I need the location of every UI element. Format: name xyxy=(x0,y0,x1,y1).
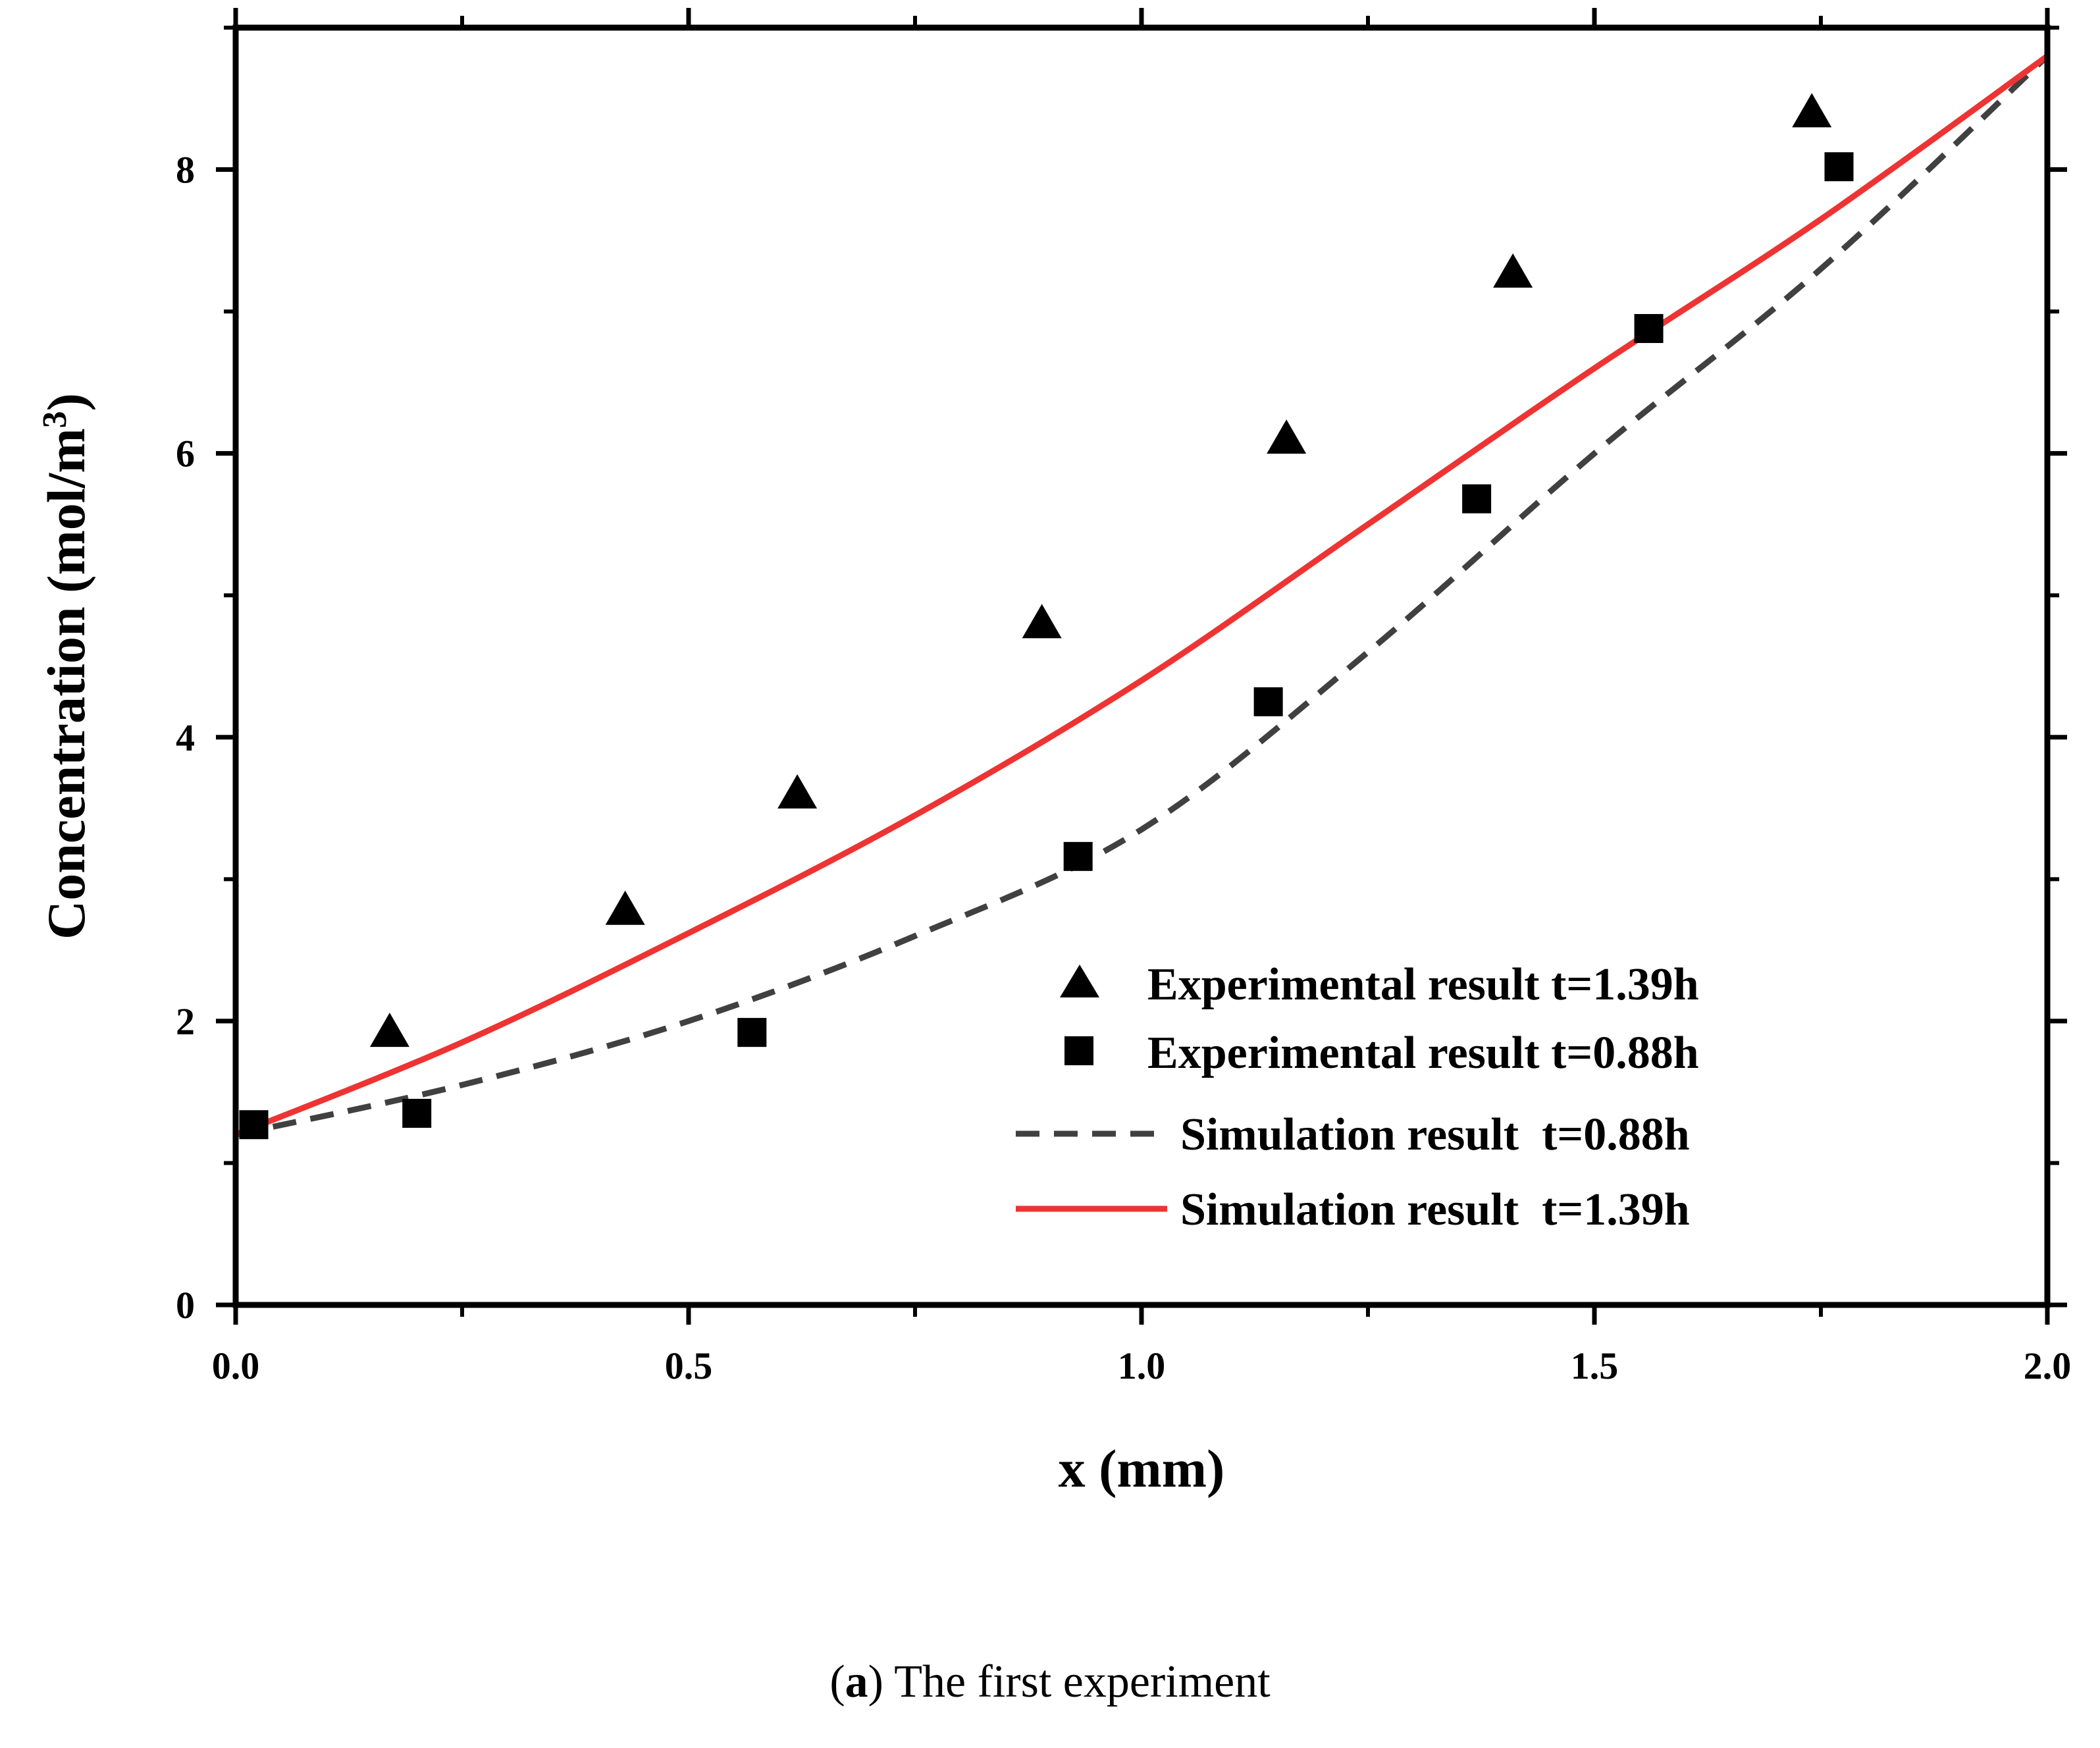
x-tick-label-2: 1.0 xyxy=(1118,1344,1166,1387)
square-marker-1 xyxy=(402,1099,431,1128)
y-tick-label-3: 6 xyxy=(176,433,195,475)
x-tick-label-4: 2.0 xyxy=(2024,1344,2072,1387)
legend-item-exp-088: Experimental result t=0.88h xyxy=(1064,1028,1699,1078)
legend-label-exp-139: Experimental result t=1.39h xyxy=(1147,959,1699,1010)
square-marker-2 xyxy=(737,1018,766,1047)
legend-item-sim-139: Simulation result t=1.39h xyxy=(1016,1184,1690,1235)
legend-item-sim-088: Simulation result t=0.88h xyxy=(1016,1109,1690,1160)
triangle-marker-5 xyxy=(1493,253,1533,288)
triangle-marker-6 xyxy=(1792,93,1831,127)
series-line-3 xyxy=(236,56,2047,1134)
caption-tag-open: ( xyxy=(829,1656,845,1707)
triangle-marker-0 xyxy=(370,1013,409,1047)
y-tick-label-0: 0 xyxy=(176,1284,195,1327)
legend-label-sim-088: Simulation result t=0.88h xyxy=(1180,1109,1690,1160)
triangle-marker-2 xyxy=(777,774,817,808)
triangle-marker-1 xyxy=(606,891,645,925)
legend-item-exp-139: Experimental result t=1.39h xyxy=(1060,959,1699,1010)
y-axis-title: Concentration (mol/m3) xyxy=(36,393,97,940)
legend-triangle-marker xyxy=(1060,965,1099,997)
triangle-marker-3 xyxy=(1022,604,1062,638)
y-axis-title-end: ) xyxy=(36,393,96,411)
plot-frame xyxy=(236,28,2047,1305)
y-tick-label-1: 2 xyxy=(176,1000,195,1043)
tick-labels: 0.0 0.5 1.0 1.5 2.0 0 2 4 6 8 xyxy=(176,149,2071,1387)
x-tick-label-1: 0.5 xyxy=(665,1344,713,1387)
series-line-2 xyxy=(236,56,2047,1134)
plot-lines xyxy=(236,56,2047,1134)
square-marker-6 xyxy=(1635,314,1664,343)
legend-square-marker xyxy=(1064,1036,1093,1065)
square-marker-3 xyxy=(1064,842,1093,871)
square-marker-4 xyxy=(1254,687,1283,716)
ticks xyxy=(216,8,2067,1325)
square-marker-5 xyxy=(1462,485,1491,514)
triangle-marker-4 xyxy=(1267,419,1306,454)
chart: 0.0 0.5 1.0 1.5 2.0 0 2 4 6 8 x (mm) Concentratio… xyxy=(0,0,2100,1633)
y-tick-label-2: 4 xyxy=(176,716,195,759)
legend-label-sim-139: Simulation result t=1.39h xyxy=(1180,1184,1690,1235)
legend-label-exp-088: Experimental result t=0.88h xyxy=(1147,1028,1699,1078)
legend: Experimental result t=1.39h Experimental… xyxy=(1016,959,1699,1235)
y-tick-label-4: 8 xyxy=(176,149,195,192)
y-axis-title-main: Concentration (mol/m xyxy=(36,428,96,940)
square-marker-7 xyxy=(1825,152,1854,181)
x-tick-label-3: 1.5 xyxy=(1571,1344,1619,1387)
square-marker-0 xyxy=(240,1110,269,1139)
y-axis-title-sup: 3 xyxy=(36,411,74,428)
caption-tag-close: ) xyxy=(868,1656,883,1707)
x-axis-title: x (mm) xyxy=(1059,1439,1225,1498)
figure-caption: (a) The first experiment xyxy=(0,1656,2100,1708)
caption-tag-letter: a xyxy=(845,1656,868,1707)
caption-tag: (a) xyxy=(829,1656,883,1707)
caption-text: The first experiment xyxy=(883,1656,1271,1707)
x-tick-label-0: 0.0 xyxy=(212,1344,260,1387)
